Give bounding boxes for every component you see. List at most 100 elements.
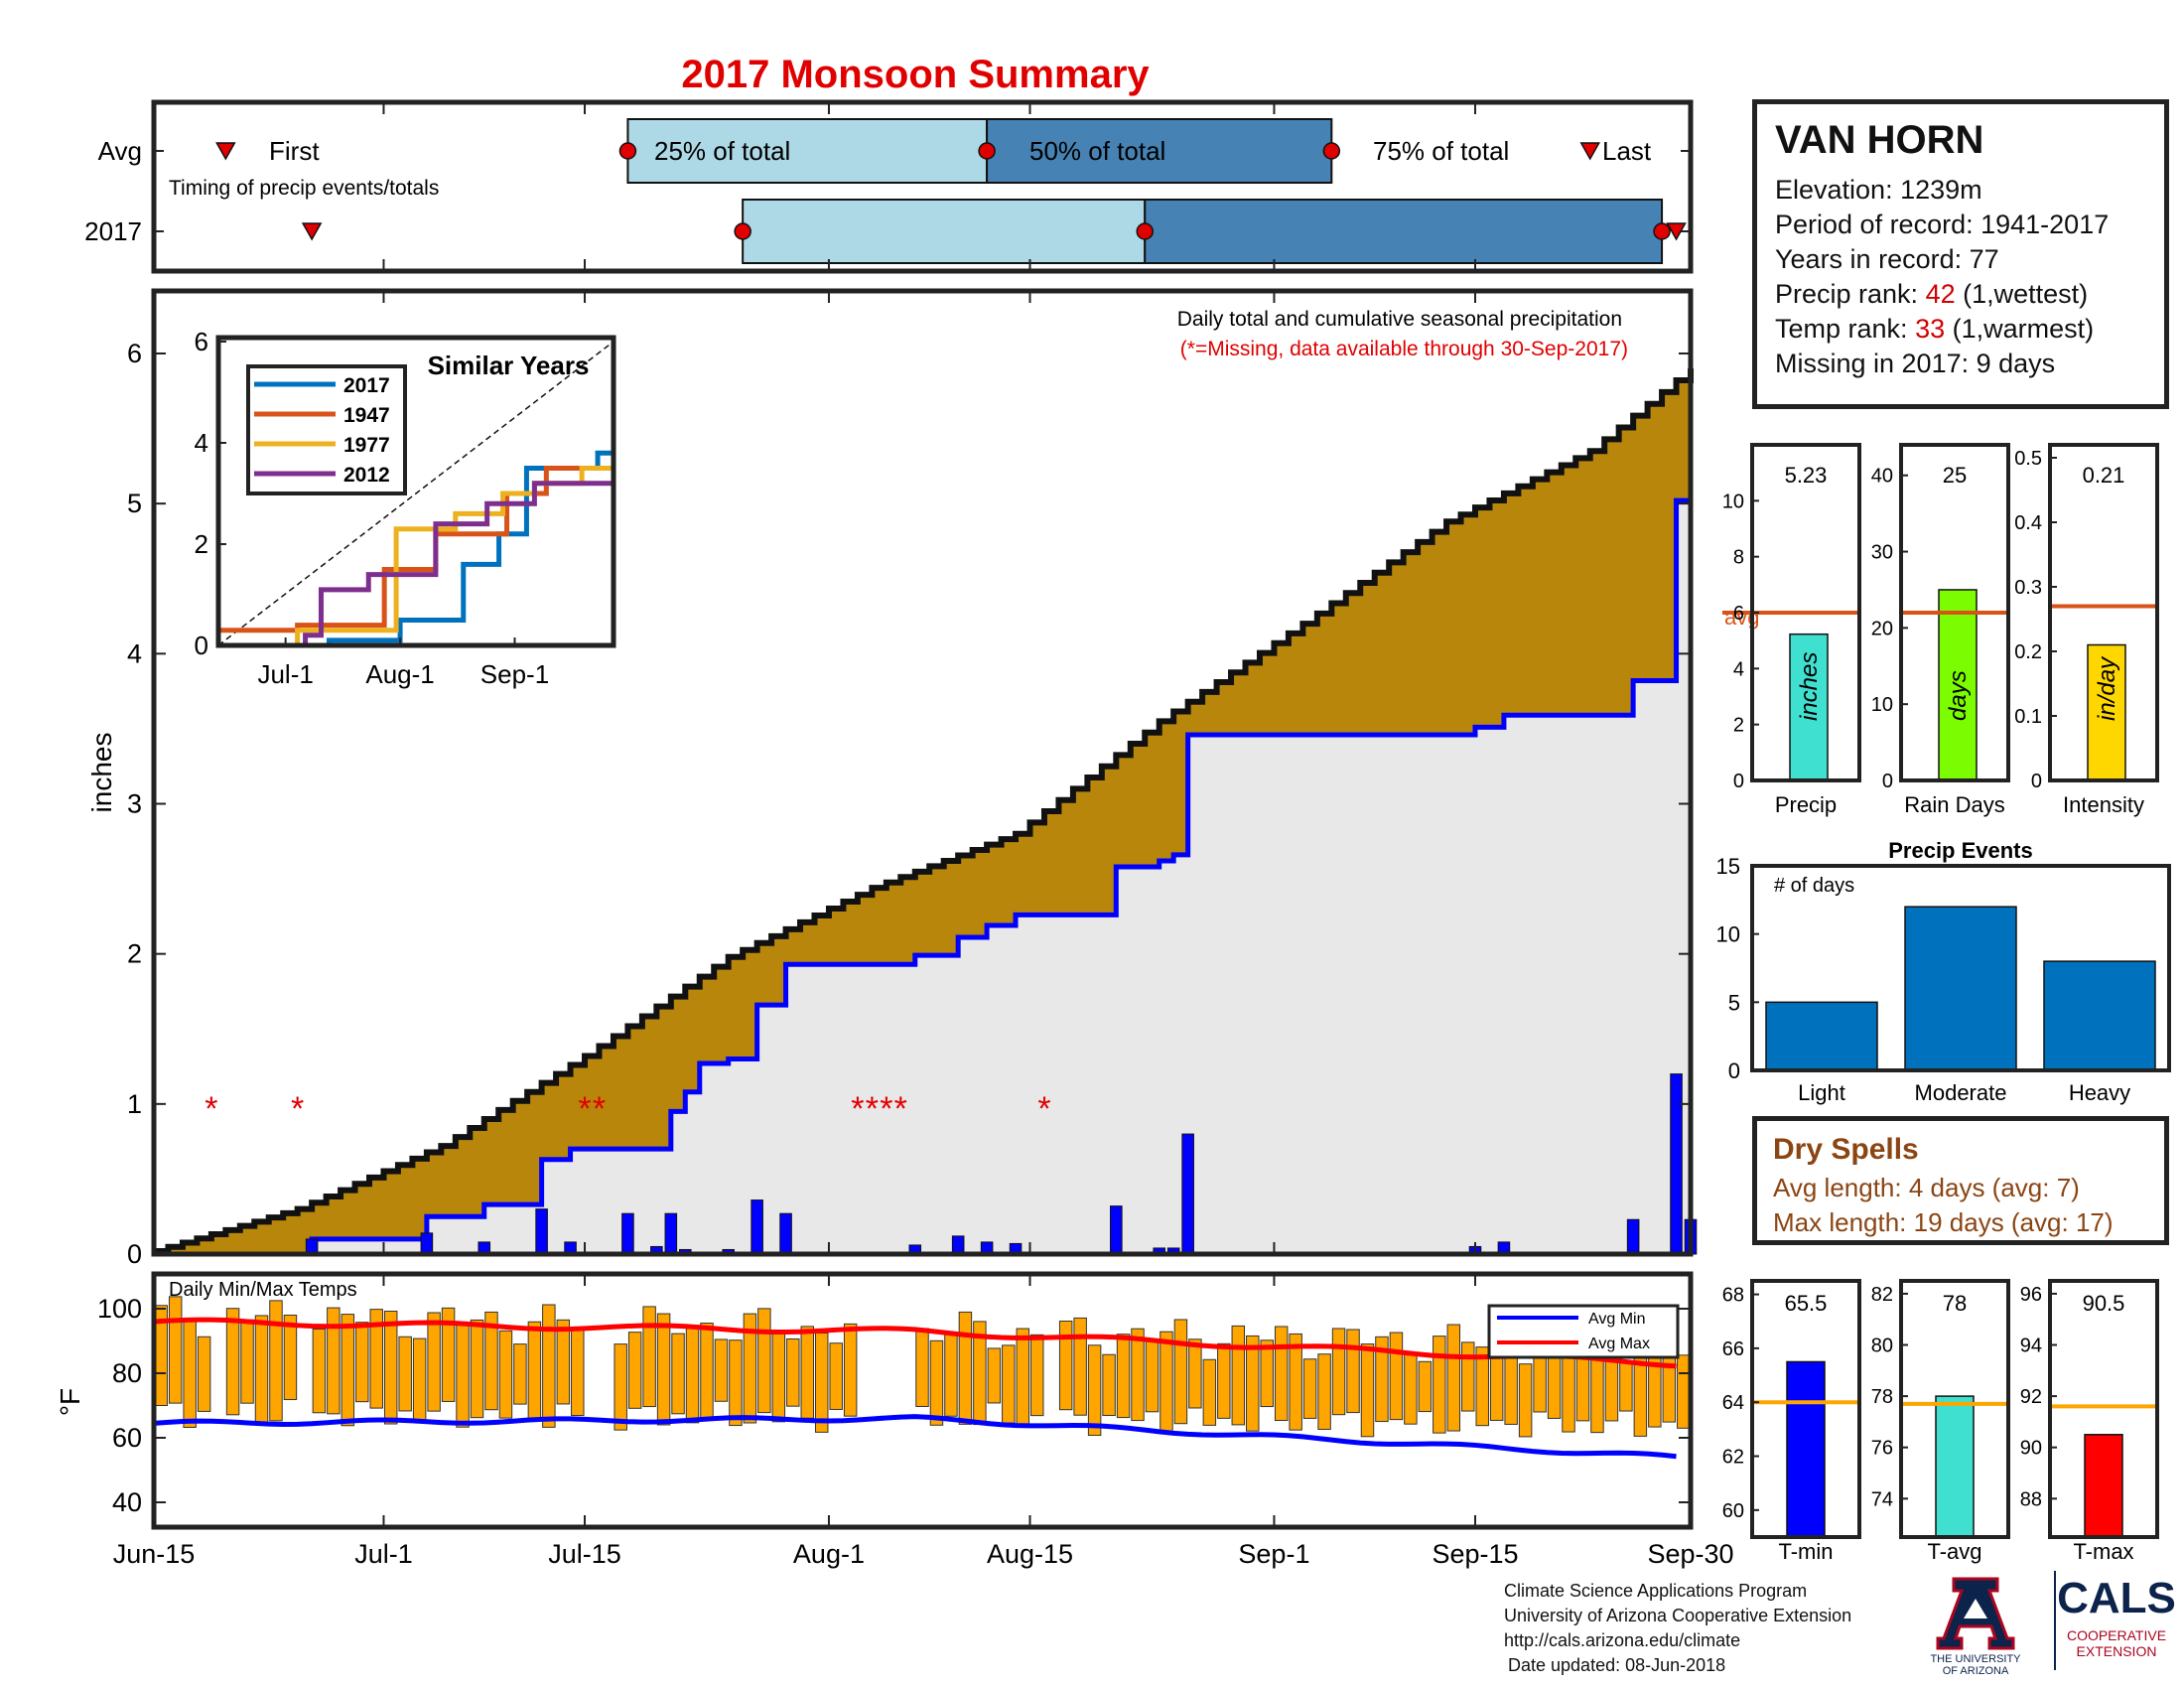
daily-temp-bar xyxy=(183,1321,197,1429)
x-tick-label: Aug-15 xyxy=(987,1539,1073,1569)
mini-ytick-label: 4 xyxy=(1733,658,1744,680)
q50-label: 50% of total xyxy=(1029,136,1165,166)
temp-mini-t-avg: 78 74 76 78 80 82 T-avg xyxy=(1871,1279,2010,1564)
station-missing: Missing in 2017: 9 days xyxy=(1775,349,2056,378)
daily-temp-bar xyxy=(312,1328,327,1414)
daily-temp-bar xyxy=(168,1296,183,1404)
x-tick-label: Sep-1 xyxy=(1238,1539,1309,1569)
event-bar xyxy=(2043,960,2156,1071)
daily-temp-bar xyxy=(1446,1324,1461,1432)
temp-mini-value: 65.5 xyxy=(1785,1291,1828,1316)
daily-precip-bar xyxy=(951,1235,965,1255)
mini-ytick-label: 6 xyxy=(1733,603,1744,625)
timing-dot xyxy=(1653,222,1671,240)
events-ytick-label: 5 xyxy=(1728,990,1740,1015)
x-tick-label: Jul-1 xyxy=(354,1539,413,1569)
daily-temp-bar xyxy=(757,1308,771,1414)
mini-ytick-label: 20 xyxy=(1871,618,1893,639)
daily-precip-bar xyxy=(420,1232,434,1255)
precip-ytick-label: 6 xyxy=(127,339,142,368)
similar-years-inset: 0 2 4 6 Jul-1 Aug-1 Sep-1 Similar Years 2017 19… xyxy=(195,327,616,689)
precip-ytick-label: 5 xyxy=(127,489,142,518)
daily-temp-bar xyxy=(527,1321,542,1422)
inset-ytick-label: 6 xyxy=(195,327,208,356)
daily-temp-bar xyxy=(427,1312,441,1412)
missing-marker: * xyxy=(593,1090,606,1128)
events-ytick-label: 0 xyxy=(1728,1058,1740,1083)
temp-mini-label: T-max xyxy=(2073,1539,2133,1564)
temp-mini-value: 78 xyxy=(1943,1291,1967,1316)
daily-temp-bar xyxy=(571,1329,585,1417)
daily-temp-bar xyxy=(1619,1360,1633,1412)
timing-dot xyxy=(1322,142,1341,160)
daily-temp-bar xyxy=(1231,1325,1246,1426)
daily-temp-bar xyxy=(254,1315,269,1424)
daily-temp-bar xyxy=(341,1314,355,1427)
inset-xtick-label: Aug-1 xyxy=(365,659,434,689)
event-bar xyxy=(1765,1001,1878,1071)
svg-text:CALS: CALS xyxy=(2057,1574,2176,1622)
station-elevation: Elevation: 1239m xyxy=(1775,175,1982,205)
mini-value: 0.21 xyxy=(2083,463,2125,488)
daily-temp-bar xyxy=(225,1308,240,1416)
event-category-label: Moderate xyxy=(1915,1080,2007,1105)
timing-row-label-avg: Avg xyxy=(98,136,142,166)
daily-precip-bar xyxy=(535,1208,548,1255)
temp-ylabel: °F xyxy=(55,1388,85,1416)
temp-mini-ytick-label: 94 xyxy=(2020,1336,2042,1357)
mini-ytick-label: 10 xyxy=(1871,694,1893,716)
daily-temp-bar xyxy=(1461,1341,1475,1412)
daily-temp-bar xyxy=(1433,1336,1446,1434)
daily-temp-bar xyxy=(269,1300,283,1422)
similar-years-title: Similar Years xyxy=(428,351,590,380)
station-period: Period of record: 1941-2017 xyxy=(1775,210,2110,239)
missing-marker: * xyxy=(578,1090,591,1128)
daily-temp-bar xyxy=(369,1309,383,1409)
daily-precip-bar xyxy=(664,1212,678,1255)
mini-ytick-label: 0.4 xyxy=(2014,512,2042,534)
precip-ytick-label: 2 xyxy=(127,939,142,969)
dry-spells-title: Dry Spells xyxy=(1773,1133,1919,1166)
daily-temp-bar xyxy=(1504,1347,1518,1425)
temp-mini-frame xyxy=(2048,1279,2159,1539)
daily-temp-bar xyxy=(1418,1360,1433,1413)
event-category-label: Light xyxy=(1798,1080,1845,1105)
daily-temp-bar xyxy=(614,1343,627,1431)
daily-temp-bar xyxy=(355,1322,369,1403)
daily-temp-bar xyxy=(958,1311,973,1425)
temp-mini-ytick-label: 68 xyxy=(1722,1285,1744,1307)
temp-mini-ytick-label: 60 xyxy=(1722,1500,1744,1522)
daily-temp-bar xyxy=(1246,1335,1260,1432)
temp-mini-t-max: 90.5 88 90 92 94 96 T-max xyxy=(2020,1279,2159,1564)
daily-temp-bar xyxy=(542,1304,556,1428)
temp-ytick-label: 80 xyxy=(112,1358,142,1388)
daily-temp-bar xyxy=(1633,1354,1648,1437)
temp-panel: 40 60 80 100 °F Daily Min/Max Temps Avg Min… xyxy=(55,1271,1694,1530)
x-tick-label: Aug-1 xyxy=(793,1539,865,1569)
similar-year-line-1977 xyxy=(218,432,616,648)
daily-temp-bar xyxy=(383,1311,398,1425)
precip-ytick-label: 4 xyxy=(127,638,142,668)
mini-ytick-label: 0 xyxy=(1882,771,1893,792)
inset-ytick-label: 4 xyxy=(195,428,208,458)
last-label: Last xyxy=(1602,136,1652,166)
missing-marker: * xyxy=(1037,1090,1050,1128)
inset-legend-label: 2012 xyxy=(343,464,390,487)
daily-temp-bar xyxy=(1102,1353,1116,1417)
daily-precip-bar xyxy=(1181,1133,1194,1255)
daily-temp-bar xyxy=(1058,1321,1073,1411)
daily-precip-bar xyxy=(751,1199,763,1255)
inset-ytick-label: 2 xyxy=(195,529,208,559)
avg-max-line xyxy=(153,1317,1677,1369)
daily-temp-bar xyxy=(700,1323,714,1419)
temp-mini-frame xyxy=(1899,1279,2010,1539)
inset-avg-line xyxy=(217,341,614,646)
precip-ytick-label: 0 xyxy=(127,1239,142,1269)
daily-temp-bar xyxy=(627,1332,642,1409)
q25-label: 25% of total xyxy=(654,136,790,166)
x-tick-label: Sep-30 xyxy=(1647,1539,1733,1569)
cals-logo: CALS COOPERATIVE EXTENSION xyxy=(2054,1571,2176,1670)
inset-legend-label: 1947 xyxy=(343,404,390,427)
temp-mini-ytick-label: 62 xyxy=(1722,1447,1744,1469)
